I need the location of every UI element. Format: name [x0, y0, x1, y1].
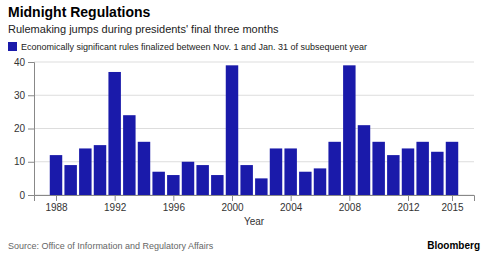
tick-mark — [408, 195, 409, 201]
chart: Midnight Regulations Rulemaking jumps dur… — [0, 0, 488, 257]
bar — [196, 165, 208, 195]
legend-label: Economically significant rules finalized… — [21, 42, 367, 52]
axis-line — [35, 196, 475, 202]
grid-line — [34, 62, 474, 63]
bar — [431, 152, 443, 195]
grid-line — [34, 128, 474, 129]
bar — [152, 172, 164, 195]
tick-mark — [452, 195, 453, 201]
plot: 1988 1992 1996 2000 2004 2008 2012 2015 0 10 20 30 4… — [14, 57, 475, 227]
tick: 40 — [14, 57, 34, 68]
tick-mark — [56, 195, 57, 201]
bar — [328, 142, 340, 195]
bar — [240, 165, 252, 195]
grid-line — [34, 95, 474, 96]
tick-mark — [28, 195, 34, 196]
tick-mark — [291, 195, 292, 201]
tick-mark — [115, 195, 116, 201]
tick-mark — [28, 95, 34, 96]
x-axis-title: Year — [244, 216, 265, 227]
bar — [64, 165, 76, 195]
annotation: Source: Office of Information and Regula… — [8, 241, 214, 251]
tick-mark — [173, 195, 174, 201]
tick-label: 40 — [14, 57, 26, 68]
subtitle: Rulemaking jumps during presidents' fina… — [8, 23, 279, 35]
bar — [94, 145, 106, 195]
tick-label: 30 — [14, 90, 26, 101]
bars — [50, 65, 458, 195]
legend-item: Economically significant rules finalized… — [8, 42, 367, 52]
y-axis: 0 10 20 30 40 — [14, 57, 35, 201]
tick-mark — [349, 195, 350, 201]
bar — [284, 148, 296, 195]
tick: 2000 — [221, 195, 244, 213]
tick: 10 — [14, 156, 34, 167]
tick: 2015 — [441, 195, 464, 213]
bar — [123, 115, 135, 195]
axis-line — [28, 63, 35, 196]
tick-label: 1996 — [163, 202, 186, 213]
tick: 2008 — [339, 195, 362, 213]
tick-mark — [28, 129, 34, 130]
bar — [372, 142, 384, 195]
legend-swatch — [8, 42, 17, 51]
tick: 1988 — [45, 195, 68, 213]
tick-label: 1988 — [45, 202, 68, 213]
tick-label: 2008 — [339, 202, 362, 213]
bar — [138, 142, 150, 195]
bar — [79, 148, 91, 195]
title: Midnight Regulations — [8, 4, 151, 20]
tick: 30 — [14, 90, 34, 101]
tick-label: 2012 — [397, 202, 420, 213]
tick-mark — [28, 162, 34, 163]
bar — [182, 162, 194, 195]
tick-label: 0 — [19, 190, 25, 201]
bar — [226, 65, 238, 195]
tick-label: 20 — [14, 123, 26, 134]
bar — [299, 172, 311, 195]
tick-label: 2015 — [441, 202, 464, 213]
bar — [358, 125, 370, 195]
bar — [211, 175, 223, 195]
tick-label: 1992 — [104, 202, 127, 213]
tick-mark — [232, 195, 233, 201]
tick: 2012 — [397, 195, 420, 213]
bar — [446, 142, 458, 195]
tick: 0 — [19, 190, 34, 201]
tick: 20 — [14, 123, 34, 134]
bar — [167, 175, 179, 195]
tick: 1992 — [104, 195, 127, 213]
legend: Economically significant rules finalized… — [8, 42, 367, 52]
grid — [34, 62, 474, 195]
bar — [387, 155, 399, 195]
tick: 2004 — [280, 195, 303, 213]
bar — [255, 178, 267, 195]
tick-label: 2000 — [221, 202, 244, 213]
tick-mark — [28, 62, 34, 63]
bar — [50, 155, 62, 195]
bar — [416, 142, 428, 195]
bar — [343, 65, 355, 195]
x-axis: 1988 1992 1996 2000 2004 2008 2012 2015 — [35, 195, 475, 213]
annotation: Bloomberg — [427, 240, 480, 251]
tick-label: 2004 — [280, 202, 303, 213]
bar — [402, 148, 414, 195]
tick-label: 10 — [14, 156, 26, 167]
tick: 1996 — [163, 195, 186, 213]
bar — [314, 168, 326, 195]
bar — [270, 148, 282, 195]
bar — [108, 72, 120, 195]
